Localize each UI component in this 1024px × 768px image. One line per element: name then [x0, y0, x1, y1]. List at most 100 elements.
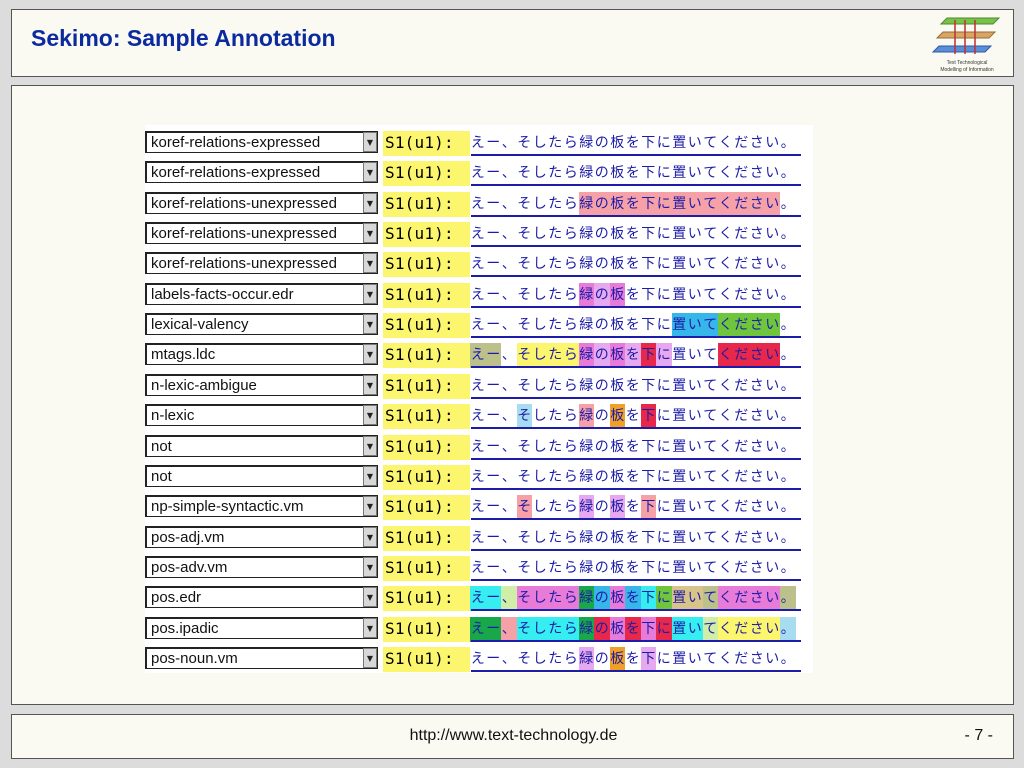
annotation-layer-select[interactable]: pos-adv.vm [145, 555, 378, 578]
dropdown-arrow-icon[interactable]: ▼ [363, 132, 377, 152]
sentence-char: て [703, 529, 718, 546]
sentence-char: た [548, 256, 563, 273]
annotated-sentence[interactable]: えー、そしたら緑の板を下に置いてください。 [470, 435, 802, 460]
dropdown-arrow-icon[interactable]: ▼ [363, 405, 377, 426]
annotation-layer-select[interactable]: labels-facts-occur.edr [145, 282, 378, 305]
sentence-char: 。 [780, 616, 796, 642]
annotated-sentence[interactable]: えー、そしたら緑の板を下に置いてください。 [470, 222, 802, 247]
annotation-layer-select[interactable]: pos-adj.vm [145, 525, 378, 548]
sentence-char: い [687, 347, 702, 364]
annotation-row: n-lexic ▼ S1(u1): えー、そしたら緑の板を下に置いてください。 [145, 400, 813, 430]
annotated-sentence[interactable]: えー、そしたら緑の板を下に置いてください。 [470, 191, 802, 217]
sentence-char: た [548, 438, 563, 455]
annotated-sentence[interactable]: えー、そしたら緑の板を下に置いてください。 [470, 374, 802, 399]
annotated-sentence[interactable]: えー、そしたら緑の板を下に置いてください。 [470, 586, 802, 612]
speaker-prefix: S1(u1): [385, 648, 454, 668]
logo-text-line-1: Text Technological [946, 60, 988, 66]
dropdown-arrow-icon[interactable]: ▼ [363, 465, 377, 486]
annotated-sentence[interactable]: えー、そしたら緑の板を下に置いてください。 [470, 646, 802, 672]
sentence-char: 板 [610, 377, 625, 394]
annotation-layer-select[interactable]: mtags.ldc [145, 343, 378, 366]
annotated-sentence[interactable]: えー、そしたら緑の板を下に置いてください。 [470, 526, 802, 551]
dropdown-arrow-icon[interactable]: ▼ [363, 496, 377, 517]
sentence-char: ら [563, 377, 578, 394]
sentence-char: そ [517, 135, 532, 151]
annotation-layer-select[interactable]: lexical-valency [145, 313, 378, 336]
annotated-sentence[interactable]: えー、そしたら緑の板を下に置いてください。 [470, 282, 802, 308]
dropdown-arrow-icon[interactable]: ▼ [363, 587, 377, 608]
annotation-layer-select[interactable]: n-lexic [145, 404, 378, 427]
dropdown-arrow-icon[interactable]: ▼ [363, 283, 377, 304]
annotation-layer-select[interactable]: koref-relations-unexpressed [145, 222, 378, 245]
sentence-char: 緑 [578, 616, 594, 642]
dropdown-arrow-icon[interactable]: ▼ [363, 526, 377, 547]
footer-url[interactable]: http://www.text-technology.de [409, 727, 618, 744]
dropdown-arrow-icon[interactable]: ▼ [363, 162, 377, 183]
annotated-sentence[interactable]: えー、そしたら緑の板を下に置いてください。 [470, 495, 802, 521]
annotated-sentence[interactable]: えー、そしたら緑の板を下に置いてください。 [470, 161, 802, 186]
sentence-char: い [765, 438, 780, 455]
sentence-char: い [765, 650, 780, 667]
annotated-sentence[interactable]: えー、そしたら緑の板を下に置いてください。 [470, 616, 802, 642]
annotation-layer-select[interactable]: not [145, 434, 378, 457]
annotation-layer-select[interactable]: koref-relations-unexpressed [145, 191, 378, 214]
sentence-char: に [656, 586, 672, 612]
dropdown-arrow-icon[interactable]: ▼ [363, 647, 377, 668]
sentence-char: え [470, 286, 485, 303]
annotation-layer-select[interactable]: koref-relations-expressed [145, 131, 378, 153]
sentence-char: に [656, 226, 671, 243]
annotation-list: koref-relations-expressed ▼ S1(u1): えー、そしたら… [145, 125, 813, 673]
annotation-layer-label: pos.edr [151, 589, 202, 607]
annotation-layer-select[interactable]: pos.edr [145, 586, 378, 609]
annotated-sentence[interactable]: えー、そしたら緑の板を下に置いてください。 [470, 556, 802, 581]
sentence-char: の [594, 499, 609, 516]
dropdown-arrow-icon[interactable]: ▼ [363, 314, 377, 335]
annotation-row: pos-noun.vm ▼ S1(u1): えー、そしたら緑の板を下に置いてください。 [145, 643, 813, 673]
sentence-char: ー [486, 468, 501, 485]
annotated-sentence[interactable]: えー、そしたら緑の板を下に置いてください。 [470, 252, 802, 277]
annotation-layer-select[interactable]: koref-relations-unexpressed [145, 252, 378, 275]
sentence-char: だ [734, 165, 749, 182]
annotated-sentence[interactable]: えー、そしたら緑の板を下に置いてください。 [470, 343, 802, 369]
annotated-sentence[interactable]: えー、そしたら緑の板を下に置いてください。 [470, 131, 802, 156]
dropdown-arrow-icon[interactable]: ▼ [363, 374, 377, 395]
sentence-char: 、 [501, 317, 516, 334]
dropdown-arrow-icon[interactable]: ▼ [363, 617, 377, 638]
speaker-prefix-box: S1(u1): [383, 464, 470, 490]
dropdown-arrow-icon[interactable]: ▼ [363, 556, 377, 577]
sentence-char: い [765, 256, 780, 273]
sentence-char: 下 [641, 165, 656, 182]
sentence-char: い [687, 468, 702, 485]
dropdown-arrow-icon[interactable]: ▼ [363, 253, 377, 274]
sentence-char: に [656, 165, 671, 182]
footer-panel: http://www.text-technology.de - 7 - [11, 714, 1014, 759]
sentence-char: 、 [501, 438, 516, 455]
annotation-layer-select[interactable]: not [145, 464, 378, 487]
sentence-char: 下 [641, 468, 656, 485]
annotation-layer-select[interactable]: pos.ipadic [145, 616, 378, 639]
speaker-prefix-box: S1(u1): [383, 282, 470, 308]
sentence-char: 。 [780, 650, 795, 667]
sentence-char: た [548, 135, 563, 151]
sentence-char: さ [749, 650, 764, 667]
sentence-char: え [470, 226, 485, 243]
annotated-sentence[interactable]: えー、そしたら緑の板を下に置いてください。 [470, 404, 802, 430]
annotation-layer-select[interactable]: pos-noun.vm [145, 646, 378, 669]
sentence-char: え [470, 586, 486, 612]
dropdown-arrow-icon[interactable]: ▼ [363, 435, 377, 456]
sentence-char: た [547, 616, 563, 642]
sentence-char: い [687, 616, 703, 642]
annotation-layer-select[interactable]: n-lexic-ambigue [145, 373, 378, 396]
sentence-char: 置 [672, 559, 687, 576]
sentence-char: し [532, 529, 547, 546]
dropdown-arrow-icon[interactable]: ▼ [363, 192, 377, 213]
sentence-char: い [687, 313, 703, 339]
dropdown-arrow-icon[interactable]: ▼ [363, 344, 377, 365]
annotation-layer-select[interactable]: koref-relations-expressed [145, 161, 378, 184]
annotation-layer-select[interactable]: np-simple-syntactic.vm [145, 495, 378, 518]
annotated-sentence[interactable]: えー、そしたら緑の板を下に置いてください。 [470, 313, 802, 339]
dropdown-arrow-icon[interactable]: ▼ [363, 223, 377, 244]
speaker-prefix-box: S1(u1): [383, 646, 470, 672]
sentence-char: 緑 [578, 404, 594, 430]
annotated-sentence[interactable]: えー、そしたら緑の板を下に置いてください。 [470, 465, 802, 490]
